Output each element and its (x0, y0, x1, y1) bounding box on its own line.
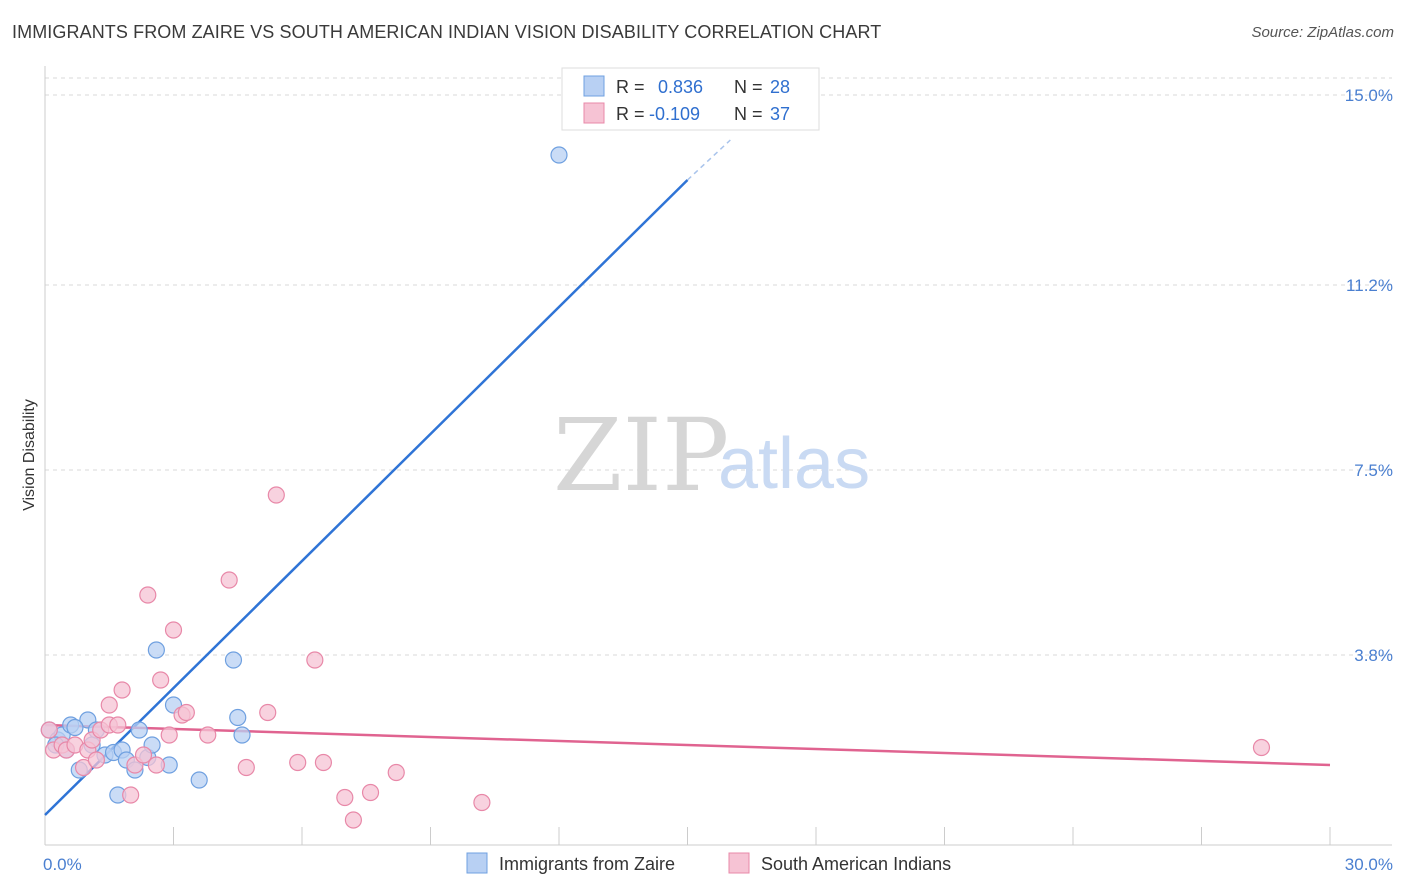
point-sai (259, 703, 277, 722)
point-sai (336, 788, 354, 807)
trend-lines (44, 139, 1331, 816)
data-points (40, 146, 1271, 829)
grid-lines (45, 77, 1392, 656)
point-sai (74, 758, 93, 777)
point-sai (344, 811, 362, 829)
trend-line-sai (44, 723, 1331, 767)
legend-label-sai: South American Indians (761, 854, 951, 874)
y-tick-label: 15.0% (1345, 86, 1393, 105)
watermark-atlas: atlas (718, 424, 870, 504)
point-sai (113, 681, 131, 699)
stats-n-value-sai: 37 (770, 104, 790, 124)
series-legend: Immigrants from Zaire South American Ind… (466, 852, 951, 874)
source-label: Source: ZipAtlas.com (1251, 24, 1394, 41)
point-sai (361, 783, 380, 802)
axes (44, 66, 1392, 846)
point-sai (87, 751, 106, 769)
stats-r-label-sai: R = (616, 104, 645, 124)
point-zaire (66, 718, 84, 737)
legend-swatch-sai (728, 852, 750, 874)
point-sai (160, 726, 178, 744)
point-sai (100, 696, 118, 714)
point-sai (122, 786, 140, 804)
legend-label-zaire: Immigrants from Zaire (499, 854, 675, 874)
point-sai (473, 793, 491, 812)
point-sai (147, 756, 165, 774)
point-zaire (130, 721, 148, 739)
watermark: ZIP atlas (553, 397, 870, 514)
point-sai (387, 763, 405, 782)
stats-n-label-sai: N = (734, 104, 763, 124)
point-sai (199, 726, 217, 744)
stats-r-label-zaire: R = (616, 77, 645, 97)
point-zaire (224, 651, 243, 669)
x-tick-label: 0.0% (43, 855, 82, 874)
point-sai (220, 571, 238, 589)
stats-r-value-zaire: 0.836 (658, 77, 703, 97)
point-zaire (550, 146, 568, 164)
y-tick-labels: 3.8% 7.5% 11.2% 15.0% (1345, 86, 1393, 665)
legend-swatch-zaire (466, 852, 488, 874)
point-sai (109, 716, 127, 734)
stats-n-value-zaire: 28 (770, 77, 790, 97)
trend-line-zaire (44, 179, 689, 816)
x-tick-labels: 0.0% 30.0% (43, 855, 1393, 874)
point-sai (177, 703, 195, 722)
trend-line-extension (686, 139, 731, 181)
point-zaire (190, 771, 208, 789)
point-sai (40, 721, 58, 739)
stats-swatch-sai (583, 102, 605, 124)
chart-title: IMMIGRANTS FROM ZAIRE VS SOUTH AMERICAN … (12, 22, 882, 42)
point-sai (306, 651, 324, 669)
x-tick-label: 30.0% (1345, 855, 1393, 874)
point-sai (1252, 738, 1271, 757)
y-tick-label: 11.2% (1346, 276, 1393, 295)
point-zaire (147, 641, 165, 659)
stats-n-label-zaire: N = (734, 77, 763, 97)
stats-legend: R = 0.836 N = 28 R = -0.109 N = 37 (561, 67, 820, 131)
y-tick-label: 3.8% (1354, 646, 1393, 665)
point-zaire (233, 726, 251, 744)
point-sai (314, 753, 333, 772)
y-axis-title: Vision Disability (21, 399, 38, 511)
stats-legend-box (561, 67, 820, 131)
point-zaire (229, 708, 247, 727)
point-sai (289, 753, 307, 772)
watermark-zip: ZIP (553, 397, 729, 514)
point-sai (134, 746, 153, 764)
point-sai (139, 586, 157, 604)
point-sai (267, 486, 285, 504)
point-sai (164, 621, 183, 639)
stats-r-value-sai: -0.109 (649, 104, 700, 124)
y-tick-label: 7.5% (1354, 461, 1393, 480)
stats-swatch-zaire (583, 75, 605, 97)
point-sai (237, 758, 255, 777)
point-sai (152, 671, 170, 689)
